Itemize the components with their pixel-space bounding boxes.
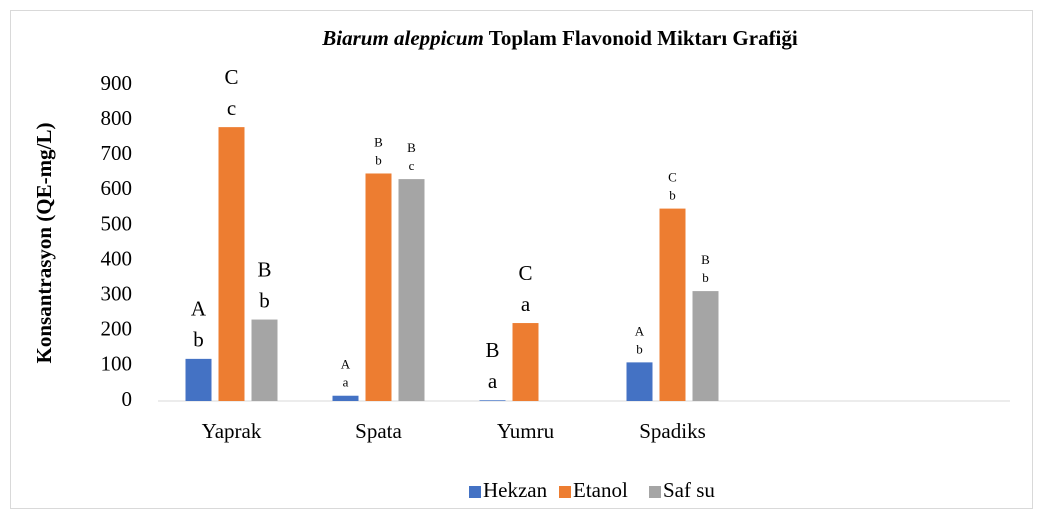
legend-swatch — [469, 486, 481, 498]
legend-label: Etanol — [573, 478, 628, 502]
group-letter-upper: B — [374, 134, 383, 149]
group-letter-lower: b — [193, 328, 204, 352]
group-letter-lower: c — [409, 158, 415, 173]
group-letter-upper: A — [191, 297, 207, 321]
group-letter-upper: B — [485, 338, 499, 362]
x-tick-label: Spata — [355, 419, 402, 443]
bar — [251, 319, 278, 401]
bar — [692, 291, 719, 401]
y-tick-label: 500 — [101, 211, 133, 235]
bar — [479, 400, 506, 401]
bar — [512, 323, 539, 401]
group-letter-upper: C — [224, 65, 238, 89]
y-tick-label: 0 — [122, 387, 133, 411]
group-letter-upper: C — [668, 170, 677, 185]
group-letter-lower: b — [259, 288, 270, 312]
y-tick-label: 100 — [101, 352, 133, 376]
bar — [398, 179, 425, 401]
legend-label: Saf su — [663, 478, 715, 502]
group-letter-upper: A — [635, 323, 645, 338]
y-tick-label: 200 — [101, 317, 133, 341]
bar — [332, 395, 359, 401]
group-letter-upper: B — [701, 252, 710, 267]
group-letter-lower: a — [488, 369, 498, 393]
y-tick-label: 400 — [101, 246, 133, 270]
group-letter-lower: b — [375, 152, 382, 167]
group-letter-lower: b — [636, 341, 643, 356]
chart-frame — [10, 10, 1033, 509]
bar — [626, 362, 653, 401]
group-letter-upper: C — [518, 261, 532, 285]
y-tick-label: 600 — [101, 176, 133, 200]
bar — [365, 173, 392, 401]
bar — [185, 358, 212, 401]
x-tick-label: Spadiks — [639, 419, 706, 443]
group-letter-lower: b — [669, 188, 676, 203]
legend-swatch — [649, 486, 661, 498]
title-italic: Biarum aleppicum — [321, 26, 484, 50]
bar — [659, 208, 686, 401]
y-tick-label: 300 — [101, 281, 133, 305]
legend-label: Hekzan — [483, 478, 548, 502]
y-tick-label: 800 — [101, 106, 133, 130]
legend-swatch — [559, 486, 571, 498]
group-letter-upper: B — [257, 257, 271, 281]
group-letter-lower: b — [702, 270, 709, 285]
chart-title: Biarum aleppicum Toplam Flavonoid Miktar… — [321, 26, 798, 50]
group-letter-lower: a — [343, 375, 349, 390]
x-tick-label: Yaprak — [202, 419, 262, 443]
y-tick-label: 700 — [101, 141, 133, 165]
x-tick-label: Yumru — [497, 419, 555, 443]
bar — [218, 127, 245, 401]
y-axis-label: Konsantrasyon (QE-mg/L) — [32, 123, 56, 364]
group-letter-upper: A — [341, 357, 351, 372]
group-letter-lower: a — [521, 292, 531, 316]
y-tick-label: 900 — [101, 71, 133, 95]
group-letter-lower: c — [227, 96, 236, 120]
group-letter-upper: B — [407, 140, 416, 155]
title-main: Toplam Flavonoid Miktarı Grafiği — [489, 26, 798, 50]
